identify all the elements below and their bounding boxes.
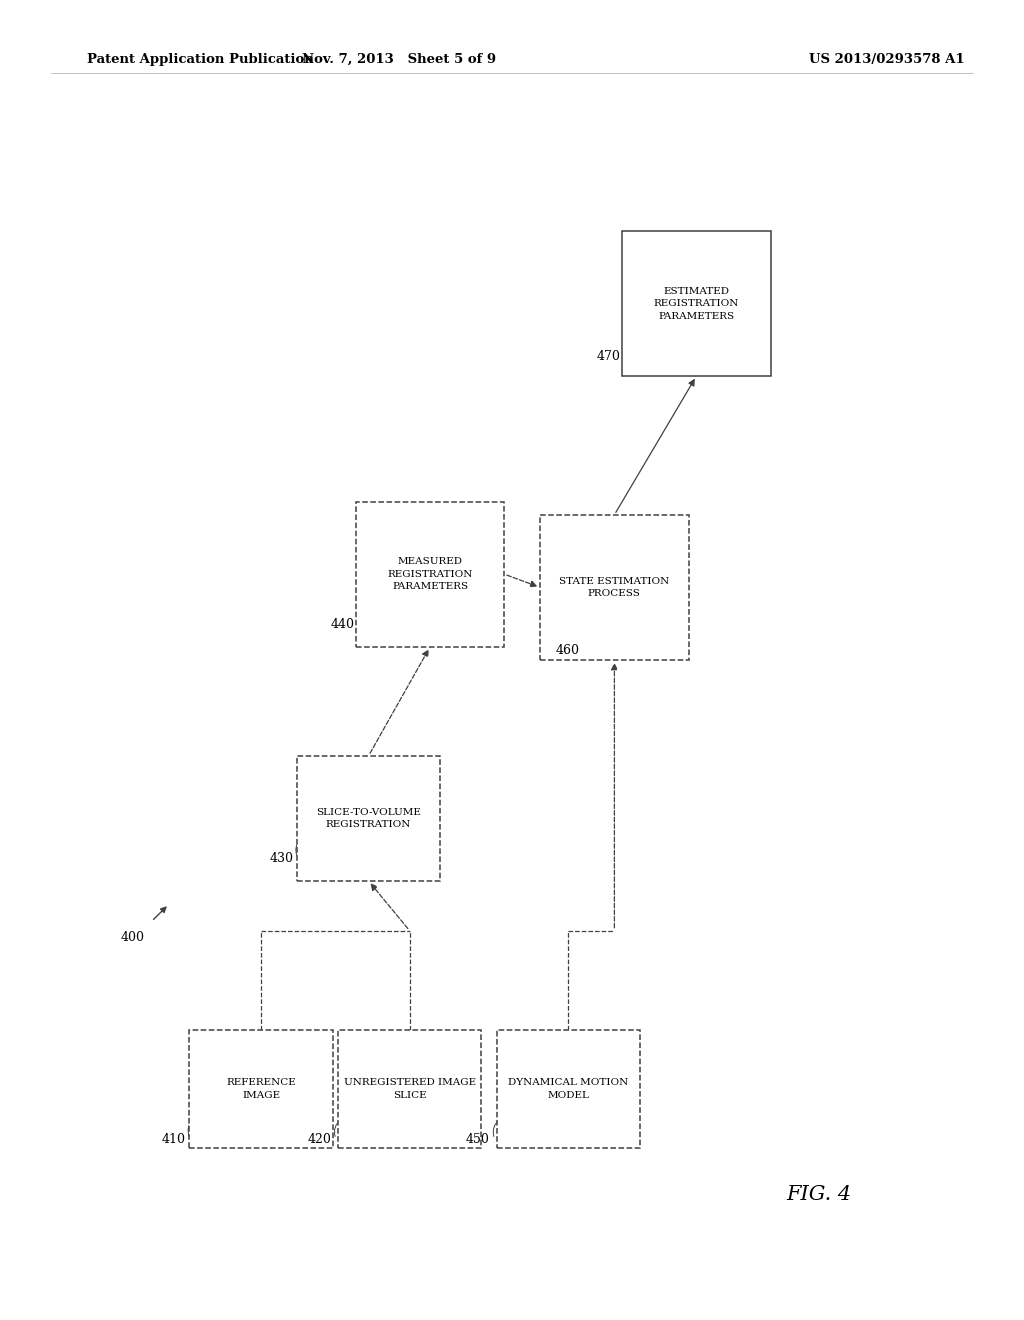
- FancyBboxPatch shape: [189, 1030, 333, 1148]
- Text: US 2013/0293578 A1: US 2013/0293578 A1: [809, 53, 965, 66]
- Text: 440: 440: [331, 618, 354, 631]
- Text: DYNAMICAL MOTION
MODEL: DYNAMICAL MOTION MODEL: [508, 1078, 629, 1100]
- Text: 430: 430: [269, 851, 293, 865]
- FancyBboxPatch shape: [297, 755, 440, 882]
- Text: 470: 470: [597, 350, 621, 363]
- Text: SLICE-TO-VOLUME
REGISTRATION: SLICE-TO-VOLUME REGISTRATION: [316, 808, 421, 829]
- Text: MEASURED
REGISTRATION
PARAMETERS: MEASURED REGISTRATION PARAMETERS: [387, 557, 473, 591]
- Text: UNREGISTERED IMAGE
SLICE: UNREGISTERED IMAGE SLICE: [343, 1078, 476, 1100]
- FancyBboxPatch shape: [356, 502, 504, 647]
- Text: FIG. 4: FIG. 4: [786, 1185, 852, 1204]
- Text: Patent Application Publication: Patent Application Publication: [87, 53, 313, 66]
- Text: ESTIMATED
REGISTRATION
PARAMETERS: ESTIMATED REGISTRATION PARAMETERS: [653, 286, 739, 321]
- Text: REFERENCE
IMAGE: REFERENCE IMAGE: [226, 1078, 296, 1100]
- Text: Nov. 7, 2013   Sheet 5 of 9: Nov. 7, 2013 Sheet 5 of 9: [302, 53, 497, 66]
- Text: 400: 400: [121, 931, 144, 944]
- FancyBboxPatch shape: [338, 1030, 481, 1148]
- FancyBboxPatch shape: [541, 515, 688, 660]
- Text: 460: 460: [556, 644, 580, 657]
- FancyBboxPatch shape: [497, 1030, 640, 1148]
- FancyBboxPatch shape: [623, 231, 771, 376]
- Text: 420: 420: [307, 1133, 331, 1146]
- Text: 450: 450: [466, 1133, 489, 1146]
- Text: STATE ESTIMATION
PROCESS: STATE ESTIMATION PROCESS: [559, 577, 670, 598]
- Text: 410: 410: [162, 1133, 185, 1146]
